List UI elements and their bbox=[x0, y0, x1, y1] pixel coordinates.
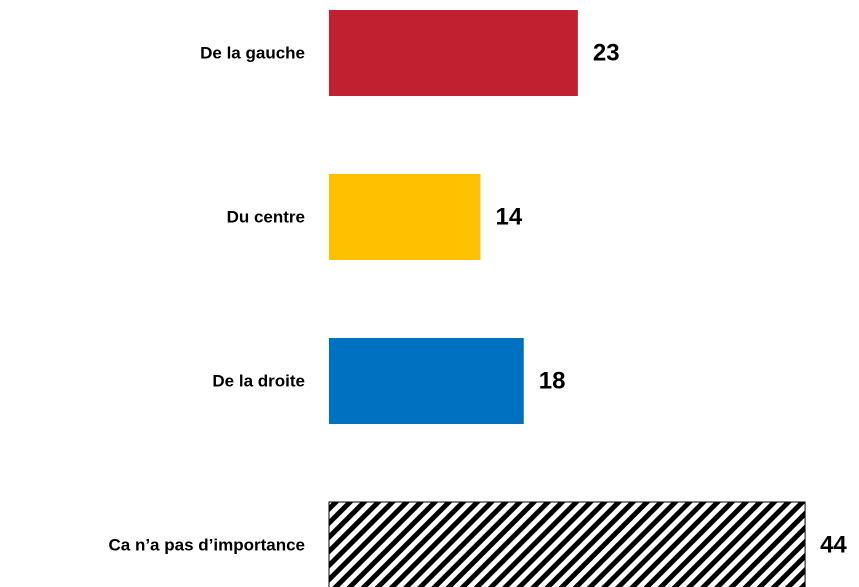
category-label: De la droite bbox=[212, 371, 305, 390]
value-label: 44 bbox=[820, 531, 847, 558]
bar bbox=[329, 174, 481, 260]
category-label: De la gauche bbox=[200, 43, 305, 62]
category-label: Du centre bbox=[227, 207, 305, 226]
bar bbox=[329, 10, 578, 96]
bar bbox=[328, 501, 806, 587]
bar bbox=[329, 338, 524, 424]
value-label: 18 bbox=[539, 367, 566, 394]
category-label: Ca n’a pas d’importance bbox=[109, 535, 306, 554]
value-label: 23 bbox=[593, 39, 620, 66]
value-label: 14 bbox=[495, 203, 522, 230]
